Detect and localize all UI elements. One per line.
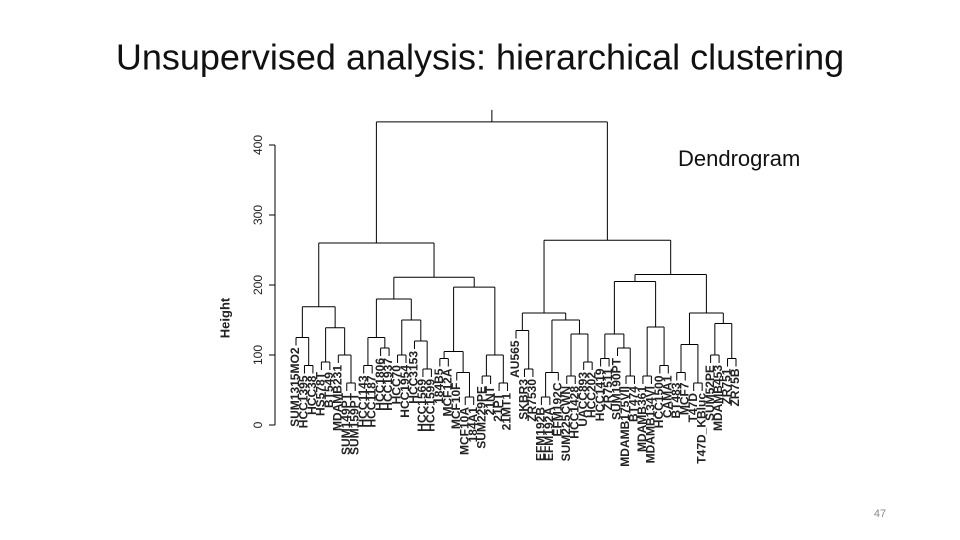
leaf-label: SUM149PT — [339, 392, 353, 455]
page-number: 47 — [874, 508, 886, 520]
leaf-label: HS578T — [314, 371, 328, 416]
leaf-label: HCC1187 — [364, 375, 378, 427]
leaf-label: HCC1428 — [567, 386, 581, 439]
leaf-label: MDAMB134VI — [644, 386, 658, 463]
leaf-label: ZR7511 — [601, 368, 615, 410]
leaf-label: HCC1937 — [381, 358, 395, 411]
leaf-label: SUM52PE — [703, 365, 717, 421]
leaf-label: HCC3153 — [407, 351, 421, 404]
leaf-label: MDAMB231 — [330, 365, 344, 431]
leaf-label: MCF10F — [449, 383, 463, 430]
leaf-label: ZR751 — [720, 368, 734, 404]
leaf-label: CAMA1 — [660, 375, 674, 418]
annotation: Dendrogram — [678, 146, 800, 171]
leaf-label: ZR75B — [728, 368, 742, 406]
leaf-label: MCF10A — [457, 407, 471, 455]
leaf-label: SUM1315MO2 — [288, 347, 302, 427]
leaf-label: 184A1 — [466, 407, 480, 443]
leaf-label: MDAMB361 — [635, 386, 649, 452]
leaf-label: 184B5 — [432, 368, 446, 404]
leaf-label: EFM192C — [550, 382, 564, 436]
y-tick-label: 0 — [251, 421, 265, 428]
leaf-label: EFM192A — [542, 407, 556, 461]
leaf-label: HCC70 — [390, 365, 404, 405]
leaf-label: HCC202 — [584, 372, 598, 418]
leaf-label: SKBR3 — [517, 379, 531, 420]
y-axis-label: Height — [217, 297, 232, 338]
y-tick-label: 400 — [251, 135, 265, 155]
leaf-label: HCC1143 — [356, 375, 370, 427]
leaf-label: T47D_KBluc — [694, 393, 708, 464]
slide-title: Unsupervised analysis: hierarchical clus… — [116, 37, 844, 78]
leaf-label: SUM159PT — [347, 392, 361, 455]
leaf-label: 21PT — [491, 392, 505, 421]
leaf-label: HCC1500 — [652, 375, 666, 428]
leaf-label: AU565 — [508, 340, 522, 378]
y-tick-label: 300 — [251, 205, 265, 225]
leaf-label: MCF12A — [440, 368, 454, 416]
leaf-label: UACC893 — [576, 372, 590, 427]
leaf-label: HCC1806 — [373, 358, 387, 411]
leaf-label: ZR7530 — [525, 379, 539, 422]
leaf-label: HCC1569 — [415, 379, 429, 432]
leaf-label: MDAMB453 — [711, 365, 725, 431]
leaf-label: MCF7 — [677, 382, 691, 415]
leaf-label: BT474 — [627, 386, 641, 422]
leaf-label: 21MT1 — [500, 393, 514, 431]
leaf-label: HCC38 — [305, 375, 319, 415]
leaf-label: HCC1599 — [424, 379, 438, 432]
leaf-label: MDAMB175VII — [618, 386, 632, 467]
y-tick-label: 100 — [251, 345, 265, 365]
leaf-label: HCC1419 — [593, 368, 607, 421]
y-tick-label: 200 — [251, 275, 265, 295]
leaf-label: HCC1395 — [297, 375, 311, 428]
leaf-label: BT549 — [322, 372, 336, 408]
leaf-label: SUM190PT — [610, 357, 624, 420]
leaf-label: SUM225CWN — [559, 386, 573, 461]
leaf-label: 21NT — [483, 385, 497, 415]
leaf-label: BT483 — [669, 382, 683, 418]
leaf-label: EFM192B — [534, 407, 548, 461]
leaf-label: SUM229PE — [474, 386, 488, 449]
leaf-label: HCC1954 — [398, 365, 412, 418]
leaf-label: T47D — [686, 393, 700, 423]
